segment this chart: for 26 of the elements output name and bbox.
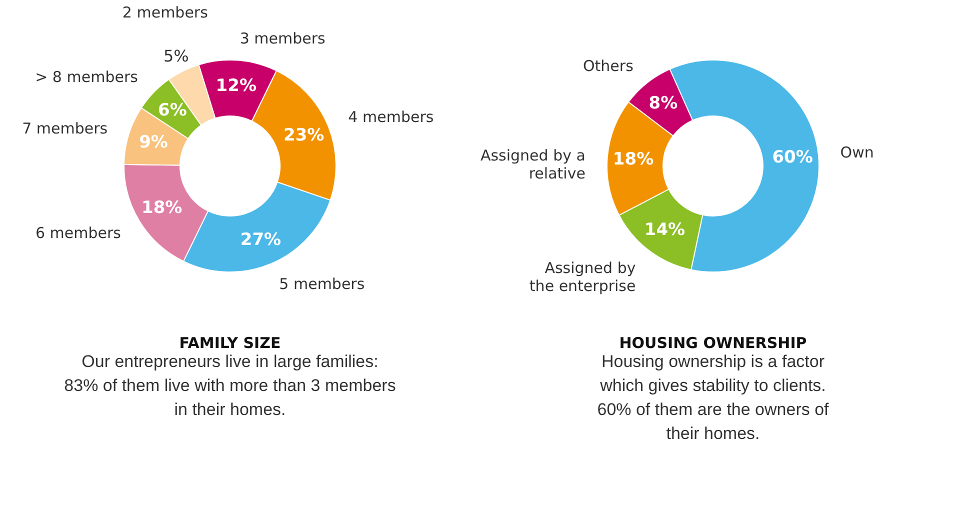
slice-label: 4 members bbox=[348, 108, 434, 126]
data-label: 18% bbox=[142, 198, 182, 218]
data-label: 23% bbox=[284, 125, 324, 146]
text: FAMILY SIZE bbox=[179, 334, 281, 352]
slice-label: > 8 members bbox=[35, 68, 138, 86]
data-label: 14% bbox=[644, 220, 686, 240]
data-label: 8% bbox=[648, 93, 678, 114]
data-label: 18% bbox=[612, 149, 654, 170]
slice-label: 6 members bbox=[35, 224, 122, 242]
slice-label: Assigned by the enterprise bbox=[529, 259, 636, 296]
slice-label: Assigned by a relative bbox=[480, 146, 586, 182]
data-label: 12% bbox=[216, 76, 257, 96]
slice-label: 3 members bbox=[240, 29, 326, 48]
slice-label: Own bbox=[840, 143, 874, 162]
data-label: 5% bbox=[163, 46, 189, 66]
data-label: 60% bbox=[772, 148, 813, 168]
data-label: 6% bbox=[158, 100, 187, 120]
data-label: 27% bbox=[240, 230, 282, 250]
text: Our entrepreneurs live in large families: 83% of them live with more than 3 members in their homes. bbox=[64, 352, 396, 419]
slice-label: Others bbox=[582, 56, 634, 75]
slice-label: 7 members bbox=[22, 120, 108, 138]
data-label: 9% bbox=[139, 132, 168, 153]
text: HOUSING OWNERSHIP bbox=[619, 334, 807, 352]
slice-label: 5 members bbox=[279, 275, 365, 294]
text: Housing ownership is a factor which gives stability to clients. 60% of them are the owners of their homes. bbox=[597, 352, 830, 443]
slice-label: 2 members bbox=[122, 4, 208, 22]
